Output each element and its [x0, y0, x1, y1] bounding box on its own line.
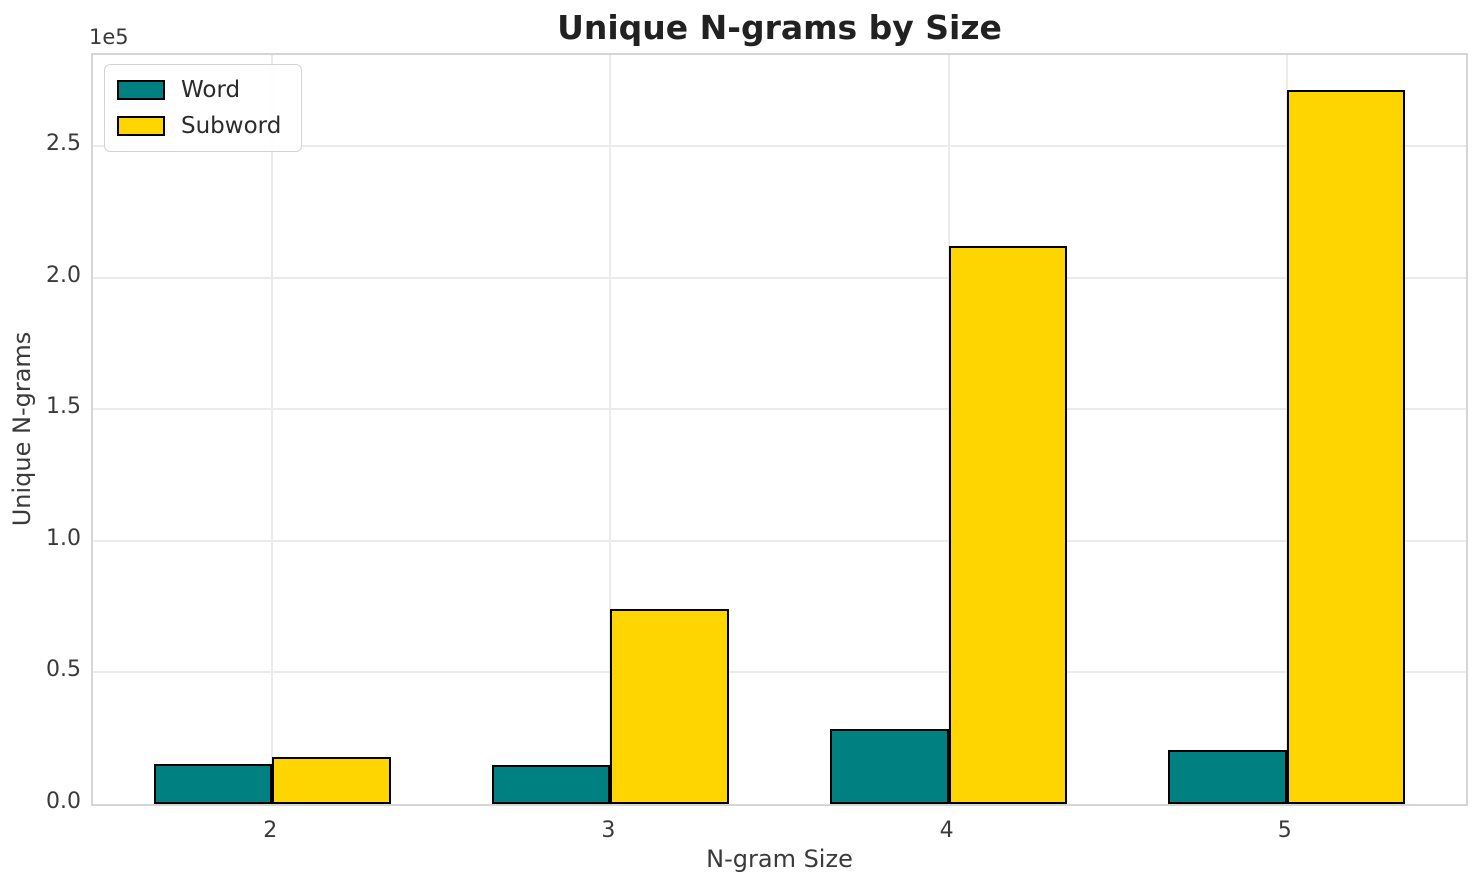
- bar-subword-3: [610, 608, 729, 804]
- legend-label-word: Word: [181, 77, 241, 103]
- bar-subword-4: [948, 246, 1067, 804]
- y-gridline: [93, 276, 1466, 279]
- bar-word-2: [153, 763, 273, 804]
- x-tick-label: 5: [1277, 818, 1292, 843]
- plot-area: Word Subword: [91, 53, 1468, 806]
- bar-subword-2: [272, 756, 391, 804]
- x-tick-label: 3: [601, 818, 616, 843]
- y-tick-label: 0.5: [46, 657, 81, 683]
- bar-word-5: [1168, 749, 1287, 804]
- y-axis-label: Unique N-grams: [8, 331, 36, 527]
- x-tick-label: 4: [939, 818, 954, 843]
- bar-word-3: [492, 764, 611, 804]
- x-tick-label: 2: [263, 818, 278, 843]
- y-gridline: [93, 408, 1466, 411]
- y-axis-offset-text: 1e5: [89, 25, 129, 49]
- y-tick-label: 1.0: [46, 525, 81, 551]
- bar-word-4: [830, 728, 949, 804]
- chart-title: Unique N-grams by Size: [557, 8, 1002, 47]
- x-gridline: [609, 55, 612, 804]
- y-gridline: [93, 539, 1466, 542]
- x-axis-label: N-gram Size: [706, 845, 853, 873]
- legend-item-subword: Subword: [117, 113, 281, 139]
- y-gridline: [93, 145, 1466, 148]
- y-tick-label: 2.5: [46, 131, 81, 157]
- legend-swatch-subword: [117, 116, 165, 136]
- legend-item-word: Word: [117, 77, 281, 103]
- y-gridline: [93, 671, 1466, 674]
- legend-label-subword: Subword: [181, 113, 282, 139]
- bar-subword-5: [1286, 90, 1406, 804]
- legend: Word Subword: [104, 64, 303, 152]
- y-tick-label: 0.0: [46, 789, 81, 814]
- y-tick-label: 2.0: [46, 262, 81, 288]
- x-gridline: [271, 55, 274, 804]
- legend-swatch-word: [117, 80, 165, 100]
- y-tick-label: 1.5: [46, 394, 81, 420]
